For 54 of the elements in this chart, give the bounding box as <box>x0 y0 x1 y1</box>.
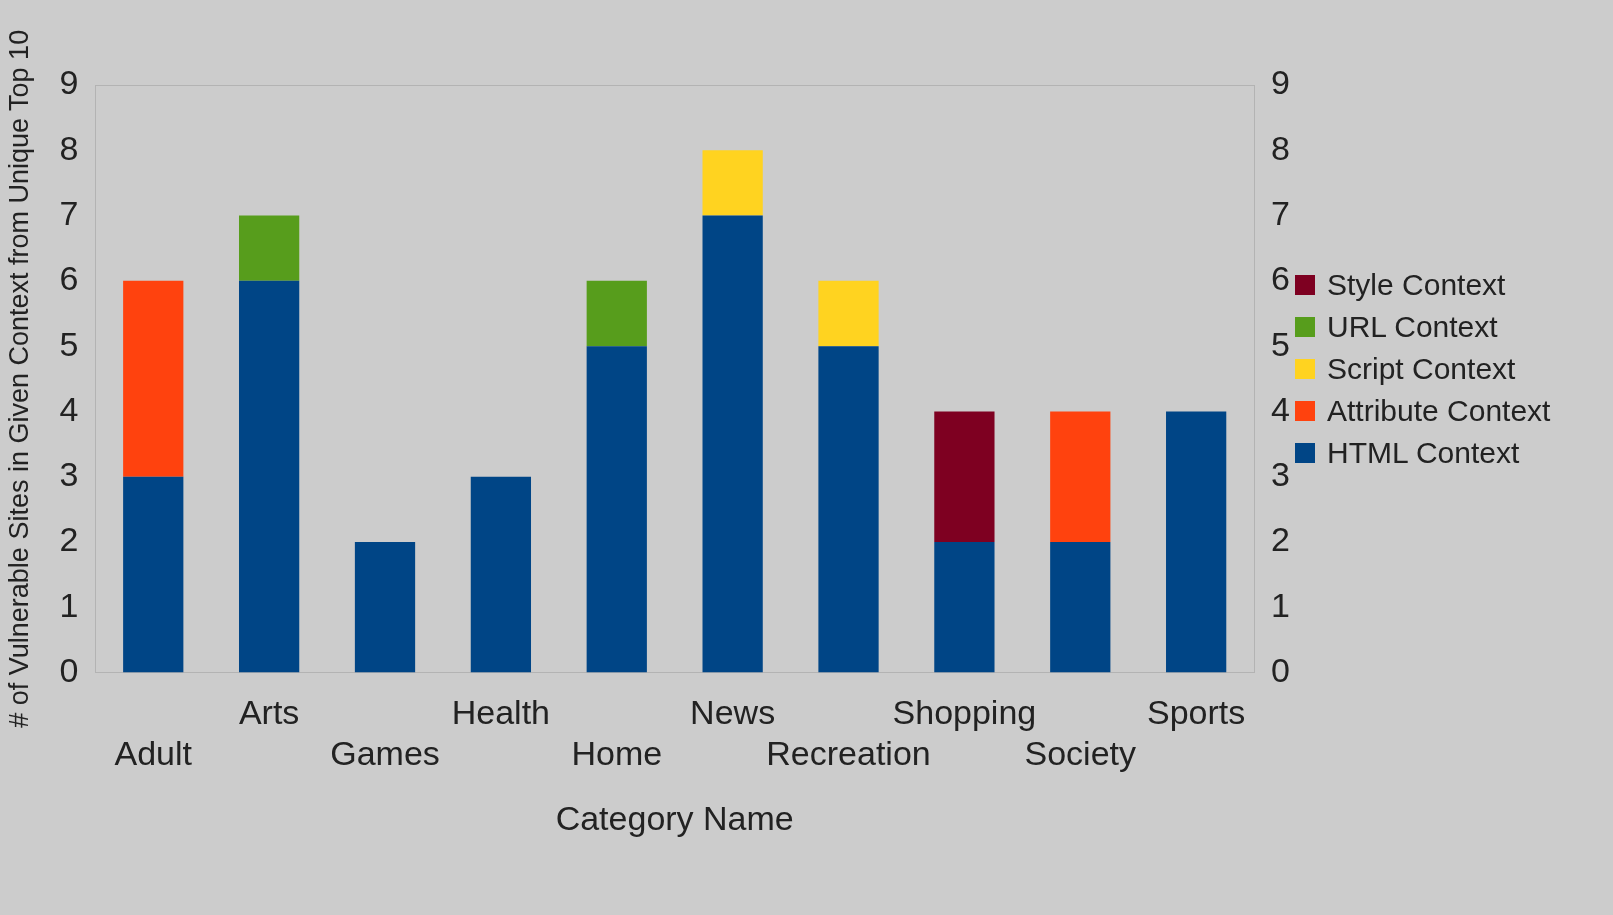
bar <box>702 150 763 216</box>
y-tick-label: 1 <box>59 585 79 624</box>
x-tick-label: Shopping <box>892 693 1037 732</box>
bar <box>354 542 416 673</box>
y2-tick-label: 5 <box>1271 324 1291 363</box>
y2-tick-label: 3 <box>1271 455 1291 494</box>
x-tick-label: Recreation <box>766 734 931 773</box>
bar <box>934 411 995 543</box>
y2-tick-label: 6 <box>1271 259 1291 298</box>
legend-label: HTML Context <box>1327 436 1520 470</box>
bar <box>1050 542 1111 673</box>
bar <box>586 346 647 673</box>
x-tick-label: Sports <box>1147 693 1246 732</box>
y2-tick-label: 1 <box>1271 585 1291 624</box>
y-axis-title: # of Vulnerable Sites in Given Context from Unique Top 10 <box>3 29 34 728</box>
y-tick-label: 2 <box>59 520 79 559</box>
y-tick-label: 9 <box>59 63 79 102</box>
y-tick-label: 5 <box>59 324 79 363</box>
x-tick-label: Adult <box>114 734 193 773</box>
y2-tick-label: 8 <box>1271 128 1291 167</box>
x-tick-label: Home <box>571 734 663 773</box>
bar <box>818 346 879 673</box>
x-axis-title: Category Name <box>555 798 794 837</box>
y2-tick-label: 2 <box>1271 520 1291 559</box>
y2-tick-label: 7 <box>1271 193 1291 232</box>
bar <box>934 542 995 673</box>
bar <box>702 215 763 673</box>
legend-label: Style Context <box>1327 268 1506 302</box>
y-tick-label: 8 <box>59 128 79 167</box>
x-tick-label: News <box>690 693 776 732</box>
bar <box>586 280 647 347</box>
bar <box>239 215 300 281</box>
bar <box>239 280 300 673</box>
bar <box>123 280 184 477</box>
legend-label: URL Context <box>1327 310 1498 344</box>
y-tick-label: 4 <box>59 389 79 428</box>
x-tick-label: Games <box>330 734 440 773</box>
x-tick-label: Arts <box>238 693 300 732</box>
legend-label: Attribute Context <box>1327 394 1551 428</box>
bar <box>1166 411 1227 673</box>
bar <box>123 476 184 673</box>
y2-tick-label: 0 <box>1271 650 1291 689</box>
y-tick-label: 6 <box>59 259 79 298</box>
bar <box>470 476 532 673</box>
legend-label: Script Context <box>1327 352 1516 386</box>
y-tick-label: 3 <box>59 455 79 494</box>
bar <box>1050 411 1111 543</box>
y2-tick-label: 9 <box>1271 63 1291 102</box>
x-tick-label: Health <box>451 693 551 732</box>
y-tick-label: 7 <box>59 193 79 232</box>
bar <box>818 280 879 347</box>
x-tick-label: Society <box>1024 734 1137 773</box>
y2-tick-label: 4 <box>1271 389 1291 428</box>
y-tick-label: 0 <box>59 650 79 689</box>
